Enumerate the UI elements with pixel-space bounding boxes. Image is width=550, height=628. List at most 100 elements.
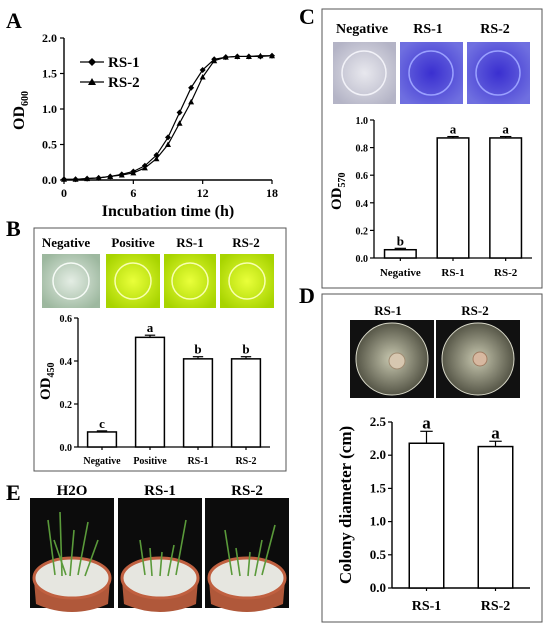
panel-letter-a: A	[6, 8, 22, 33]
chart-b-significance-letter: b	[242, 342, 249, 357]
chart-a-point-rs-2	[84, 175, 91, 182]
dish-label-rs2: RS-2	[461, 303, 488, 318]
chart-a-y-tick-label: 0.5	[42, 138, 57, 152]
chart-c-y-tick-label: 0.0	[356, 254, 369, 265]
chart-a-series-line-rs-1	[64, 55, 273, 180]
chart-a-y-tick-label: 1.0	[42, 102, 57, 116]
chart-a-point-rs-1	[176, 109, 183, 116]
chart-a-point-rs-2	[153, 155, 160, 162]
chart-b-significance-letter: b	[194, 342, 201, 357]
panel-letter-b: B	[6, 216, 21, 241]
chart-c-bar-rs-2	[489, 137, 523, 259]
chart-a-x-tick-label: 18	[266, 186, 278, 200]
pot-label-rs1: RS-1	[144, 483, 176, 499]
well-image-negative	[42, 254, 100, 308]
dish-label-rs1: RS-1	[374, 303, 401, 318]
chart-a-x-tick-label: 6	[130, 186, 136, 200]
chart-b-significance-letter: c	[99, 416, 105, 431]
chart-b-category-label: RS-1	[187, 456, 208, 467]
pot-label-h2o: H2O	[57, 483, 88, 499]
chart-a-point-rs-2	[107, 173, 114, 179]
chart-d-significance-letter: a	[491, 423, 500, 442]
chart-d-y-tick-label: 1.5	[370, 480, 387, 495]
legend-triangle-marker	[88, 78, 96, 85]
well-image-rs2	[220, 254, 274, 308]
chart-d-y-tick-label: 0.5	[370, 547, 387, 562]
chart-a-y-label: OD600	[11, 91, 31, 130]
panel-letter-c: C	[299, 4, 315, 29]
chart-d-y-tick-label: 1.0	[370, 514, 386, 529]
panel-b-wells: Negative Positive RS-1 RS-2	[42, 235, 274, 308]
chart-a-point-rs-2	[199, 74, 206, 80]
well-label-positive: Positive	[111, 235, 155, 250]
chart-a-point-rs-2	[72, 176, 79, 182]
chart-d-category-label: RS-2	[481, 599, 511, 614]
panel-letter-d: D	[299, 283, 315, 308]
chart-d-bar-rs-2	[477, 445, 514, 589]
chart-a-point-rs-1	[188, 84, 195, 91]
chart-c-significance-letter: a	[450, 122, 457, 137]
chart-a: 0.0 0.5 1.0 1.5 2.0 0 6 12 18 Incubation time (…	[11, 31, 278, 220]
chart-a-x-tick-label: 12	[197, 186, 209, 200]
chart-a-y-tick-label: 0.0	[42, 173, 57, 187]
chart-b-category-label: Positive	[133, 456, 167, 467]
chart-b-y-tick-label: 0.6	[60, 314, 73, 325]
legend-diamond-marker	[88, 58, 96, 66]
panel-letter-e: E	[6, 480, 21, 505]
chart-c-bar-rs-1	[436, 137, 470, 259]
well-label-rs2: RS-2	[232, 235, 259, 250]
chart-a-x-tick-label: 0	[61, 186, 67, 200]
chart-a-point-rs-2	[165, 141, 171, 147]
chart-a-point-rs-2	[118, 172, 125, 178]
chart-c-significance-letter: a	[502, 122, 509, 137]
well-label-c-negative: Negative	[336, 22, 388, 37]
chart-a-point-rs-1	[165, 134, 171, 141]
chart-d-y-tick-label: 0.0	[370, 580, 386, 595]
panel-c-frame	[321, 8, 543, 289]
chart-b-bar-negative	[86, 431, 118, 448]
chart-d-bar-rs-1	[408, 442, 445, 589]
panel-d-dishes: RS-1 RS-2	[350, 303, 520, 398]
well-label-c-rs2: RS-2	[480, 22, 510, 37]
chart-b-bar-positive	[134, 336, 166, 448]
chart-c-y-tick-label: 0.4	[356, 199, 369, 210]
chart-c-category-label: RS-2	[494, 267, 518, 279]
chart-a-point-rs-2	[61, 176, 67, 182]
chart-c-category-label: Negative	[380, 267, 421, 279]
pot-label-rs2: RS-2	[231, 483, 263, 499]
chart-c-significance-letter: b	[397, 233, 404, 248]
chart-a-point-rs-2	[245, 53, 252, 59]
chart-d-category-label: RS-1	[412, 599, 442, 614]
chart-a-point-rs-2	[141, 164, 148, 171]
chart-a-y-tick-label: 1.5	[42, 67, 57, 81]
chart-c-bar-negative	[383, 248, 417, 259]
panel-c-wells: Negative RS-1 RS-2	[333, 22, 530, 104]
chart-a-point-rs-2	[211, 57, 218, 64]
chart-a-point-rs-2	[257, 52, 264, 59]
chart-d-y-tick-label: 2.5	[370, 414, 387, 429]
chart-b-significance-letter: a	[147, 320, 154, 335]
chart-a-point-rs-1	[199, 66, 206, 73]
chart-a-point-rs-2	[176, 120, 183, 126]
chart-a-x-label: Incubation time (h)	[102, 203, 234, 220]
chart-c-category-label: RS-1	[441, 267, 464, 279]
chart-c-y-tick-label: 0.2	[356, 226, 369, 237]
chart-c-y-tick-label: 0.6	[356, 171, 369, 182]
well-label-rs1: RS-1	[176, 235, 203, 250]
chart-a-y-tick-label: 2.0	[42, 31, 57, 45]
well-label-c-rs1: RS-1	[413, 22, 443, 37]
chart-b-y-tick-label: 0.0	[60, 443, 73, 454]
chart-c-y-label: OD570	[329, 173, 348, 211]
chart-c: 0.0 0.2 0.4 0.6 0.8 1.0 b Negative a RS-1 a RS-2 O…	[329, 116, 532, 279]
colony-rs1	[388, 352, 406, 370]
chart-a-point-rs-2	[95, 174, 102, 181]
chart-a-legend: RS-1 RS-2	[80, 55, 140, 91]
panel-d-frame	[321, 293, 543, 623]
well-label-negative: Negative	[42, 235, 91, 250]
chart-a-point-rs-2	[130, 169, 137, 176]
chart-b: 0.0 0.2 0.4 0.6 c Negative a Positive b RS-1 b RS-…	[38, 314, 270, 467]
chart-c-y-tick-label: 1.0	[356, 116, 369, 127]
chart-c-y-tick-label: 0.8	[356, 144, 369, 155]
legend-label-rs2: RS-2	[108, 75, 140, 91]
